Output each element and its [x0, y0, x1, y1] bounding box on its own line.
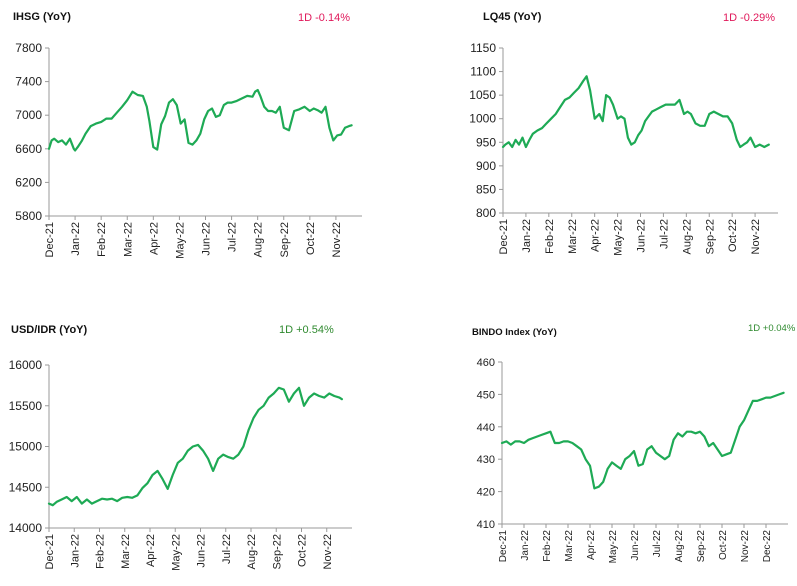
y-tick-label: 1050	[469, 88, 496, 102]
y-tick-label: 1150	[470, 41, 496, 55]
y-tick-label: 440	[477, 422, 495, 434]
x-tick-label: Apr-22	[145, 534, 157, 567]
series-line	[501, 75, 770, 149]
y-tick-label: 6600	[15, 142, 42, 156]
x-tick-label: Sep-22	[696, 530, 707, 563]
daily-change: 1D +0.04%	[748, 323, 796, 334]
ihsg-panel: IHSG (YoY) 1D -0.14% 7800 7400 7000 6600 620…	[0, 0, 380, 280]
x-tick-label: Oct-22	[727, 219, 739, 252]
y-tick-label: 450	[477, 389, 495, 401]
x-tick-label: Oct-22	[297, 534, 309, 567]
series-line	[47, 386, 343, 507]
y-tick-label: 5800	[15, 209, 42, 223]
x-tick-label: Mar-22	[122, 222, 134, 257]
x-tick-label: Nov-22	[322, 534, 334, 569]
x-tick-label: Jun-22	[630, 530, 641, 561]
x-tick-label: Apr-22	[590, 219, 602, 252]
x-tick-label: Jan-22	[70, 222, 82, 256]
x-tick-label: Aug-22	[253, 222, 265, 257]
x-tick-label: Mar-22	[564, 530, 575, 562]
x-tick-label: May-22	[608, 530, 619, 564]
x-tick-label: Dec-22	[762, 530, 773, 563]
y-tick-label: 7000	[15, 108, 42, 122]
x-tick-label: Sep-22	[279, 222, 291, 257]
x-tick-label: Jun-22	[201, 222, 213, 256]
chart-title: LQ45 (YoY)	[483, 11, 542, 23]
y-tick-label: 7800	[15, 41, 42, 55]
daily-change: 1D -0.14%	[298, 12, 350, 24]
y-tick-label: 420	[477, 487, 495, 499]
y-tick-label: 15000	[9, 440, 43, 454]
y-tick-label: 14000	[9, 521, 43, 535]
x-tick-label: Feb-22	[542, 530, 553, 562]
daily-change: 1D -0.29%	[723, 12, 775, 24]
x-tick-label: Jul-22	[227, 222, 239, 252]
x-tick-label: Sep-22	[704, 219, 716, 254]
x-tick-label: Feb-22	[544, 219, 556, 254]
x-tick-label: Feb-22	[95, 534, 107, 569]
bindo-panel: BINDO Index (YoY) 1D +0.04% 460 450 440 430…	[400, 300, 797, 586]
x-tick-label: Aug-22	[681, 219, 693, 254]
x-tick-label: Sep-22	[271, 534, 283, 569]
y-tick-label: 14500	[9, 480, 43, 494]
y-tick-label: 1000	[469, 112, 496, 126]
x-tick-label: Oct-22	[305, 222, 317, 255]
x-tick-label: Mar-22	[120, 534, 132, 569]
y-tick-label: 460	[477, 357, 495, 369]
x-tick-label: Apr-22	[586, 530, 597, 560]
x-tick-label: Nov-22	[740, 530, 751, 563]
x-tick-label: Dec-21	[44, 222, 56, 257]
x-tick-label: Jul-22	[221, 534, 233, 564]
chart-title: IHSG (YoY)	[13, 11, 71, 23]
x-tick-label: Dec-21	[498, 219, 510, 254]
series-line	[47, 88, 353, 152]
x-tick-label: Nov-22	[331, 222, 343, 257]
y-tick-label: 15500	[9, 399, 43, 413]
y-tick-label: 6200	[15, 175, 42, 189]
daily-change: 1D +0.54%	[279, 324, 334, 336]
y-tick-label: 800	[476, 206, 496, 220]
x-tick-label: Feb-22	[96, 222, 108, 257]
y-tick-label: 410	[477, 519, 495, 531]
usdidr-panel: USD/IDR (YoY) 1D +0.54% 16000 15500 15000 1…	[0, 300, 380, 586]
x-tick-label: Dec-21	[498, 530, 509, 563]
x-tick-label: Jun-22	[196, 534, 208, 568]
y-tick-label: 950	[476, 135, 496, 149]
y-tick-label: 7400	[15, 75, 42, 89]
series-line	[500, 391, 785, 490]
lq45-panel: LQ45 (YoY) 1D -0.29% 1150 1100 1050 1000 950…	[400, 0, 797, 280]
x-tick-label: Oct-22	[718, 530, 729, 560]
x-tick-label: Apr-22	[148, 222, 160, 255]
x-tick-label: Mar-22	[567, 219, 579, 254]
x-tick-label: Nov-22	[750, 219, 762, 254]
y-tick-label: 900	[476, 159, 496, 173]
x-tick-label: May-22	[174, 222, 186, 259]
x-tick-label: Dec-21	[44, 534, 56, 569]
y-tick-label: 430	[477, 454, 495, 466]
x-tick-label: Jul-22	[658, 219, 670, 249]
chart-title: USD/IDR (YoY)	[11, 324, 88, 336]
x-tick-label: Aug-22	[246, 534, 258, 569]
x-tick-label: May-22	[613, 219, 625, 256]
x-tick-label: Jan-22	[69, 534, 81, 568]
x-tick-label: Jan-22	[520, 530, 531, 561]
x-tick-label: Jul-22	[652, 530, 663, 558]
chart-title: BINDO Index (YoY)	[472, 327, 557, 338]
x-tick-label: Aug-22	[674, 530, 685, 563]
x-tick-label: May-22	[170, 534, 182, 571]
x-tick-label: Jun-22	[636, 219, 648, 253]
x-tick-label: Jan-22	[521, 219, 533, 253]
y-tick-label: 850	[476, 182, 496, 196]
y-tick-label: 16000	[9, 358, 43, 372]
y-tick-label: 1100	[470, 65, 496, 79]
